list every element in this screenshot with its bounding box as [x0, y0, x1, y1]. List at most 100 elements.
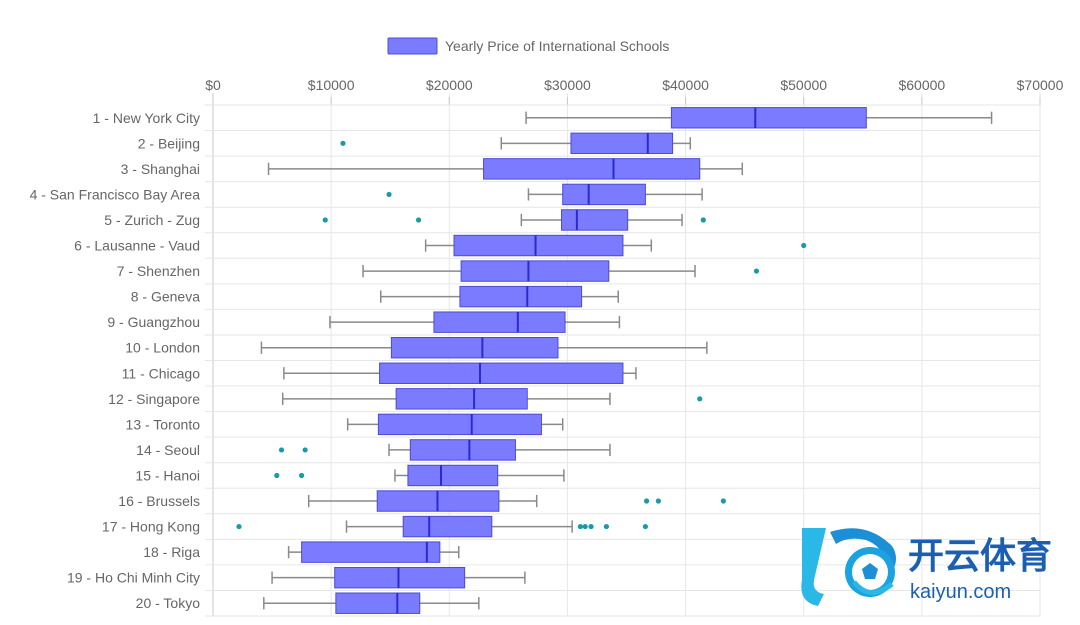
box-iqr[interactable] — [483, 158, 701, 180]
y-category-label: 1 - New York City — [93, 110, 200, 126]
y-category-label: 19 - Ho Chi Minh City — [67, 570, 200, 586]
box-item[interactable] — [271, 566, 526, 589]
box-item[interactable] — [236, 515, 649, 538]
box-item[interactable] — [307, 490, 726, 512]
box-iqr[interactable] — [377, 413, 542, 436]
box-iqr[interactable] — [402, 515, 493, 538]
box-iqr[interactable] — [561, 209, 629, 231]
k-soccer-ball-logo-icon — [801, 528, 896, 606]
box-item[interactable] — [322, 209, 706, 231]
outlier-point[interactable] — [386, 191, 392, 198]
x-tick-label: $10000 — [308, 77, 355, 93]
box-iqr[interactable] — [335, 592, 421, 614]
y-category-label: 17 - Hong Kong — [102, 519, 200, 535]
outlier-point[interactable] — [322, 217, 328, 223]
box-iqr[interactable] — [334, 566, 466, 589]
y-category-label: 3 - Shanghai — [121, 161, 200, 177]
x-tick-label: $30000 — [544, 77, 591, 93]
box-item[interactable] — [263, 592, 480, 614]
x-axis-ticks: $0 $10000 $20000 $30000 $40000 $50000 $60000 $7… — [205, 77, 1063, 93]
box-iqr[interactable] — [459, 285, 583, 308]
box-iqr[interactable] — [395, 388, 528, 410]
box-item[interactable] — [274, 464, 565, 487]
y-category-label: 11 - Chicago — [122, 365, 201, 381]
y-category-label: 4 - San Francisco Bay Area — [30, 186, 201, 202]
outlier-point[interactable] — [302, 447, 308, 453]
outlier-point[interactable] — [236, 523, 242, 530]
y-category-label: 5 - Zurich - Zug — [104, 212, 200, 228]
box-item[interactable] — [329, 311, 621, 333]
outlier-point[interactable] — [801, 242, 807, 249]
box-series — [236, 107, 993, 614]
box-item[interactable] — [278, 439, 611, 461]
watermark-brand-en: kaiyun.com — [910, 581, 1011, 603]
box-iqr[interactable] — [407, 464, 499, 487]
x-tick-label: $40000 — [662, 77, 709, 93]
outlier-point[interactable] — [299, 472, 305, 479]
outlier-point[interactable] — [753, 268, 760, 274]
box-iqr[interactable] — [433, 311, 566, 333]
outlier-point[interactable] — [278, 447, 285, 453]
y-category-label: 7 - Shenzhen — [117, 263, 200, 279]
x-tick-label: $70000 — [1017, 77, 1064, 93]
watermark-brand-cn: 开云体育 — [908, 535, 1052, 576]
y-category-label: 20 - Tokyo — [136, 595, 201, 611]
outlier-point[interactable] — [642, 523, 649, 530]
box-item[interactable] — [260, 337, 708, 359]
box-iqr[interactable] — [301, 541, 441, 563]
legend-label: Yearly Price of International Schools — [445, 38, 669, 54]
box-iqr[interactable] — [670, 107, 867, 129]
outlier-point[interactable] — [274, 472, 280, 479]
x-tick-label: $0 — [205, 77, 221, 93]
outlier-point[interactable] — [697, 396, 703, 402]
y-category-label: 18 - Riga — [143, 544, 200, 560]
outlier-point[interactable] — [577, 523, 584, 530]
x-tick-label: $50000 — [780, 77, 827, 93]
outlier-point[interactable] — [720, 498, 726, 504]
outlier-point[interactable] — [415, 217, 422, 223]
box-iqr[interactable] — [570, 132, 674, 155]
box-iqr[interactable] — [409, 439, 516, 461]
box-item[interactable] — [281, 388, 703, 410]
y-axis-labels: 1 - New York City 2 - Beijing 3 - Shanghai… — [30, 110, 201, 611]
outlier-point[interactable] — [588, 523, 594, 530]
box-iqr[interactable] — [390, 337, 559, 359]
box-item[interactable] — [346, 413, 564, 436]
box-iqr[interactable] — [379, 362, 624, 384]
y-category-label: 12 - Singapore — [108, 391, 200, 407]
y-category-label: 13 - Toronto — [126, 416, 201, 432]
box-iqr[interactable] — [453, 234, 624, 257]
y-category-label: 14 - Seoul — [136, 442, 200, 458]
box-item[interactable] — [362, 260, 760, 282]
legend-swatch — [387, 37, 438, 55]
outlier-point[interactable] — [643, 498, 650, 504]
grid-lines — [205, 93, 1041, 617]
box-item[interactable] — [287, 541, 460, 563]
x-tick-label: $20000 — [426, 77, 473, 93]
outlier-point[interactable] — [582, 523, 588, 530]
outlier-point[interactable] — [340, 140, 346, 146]
y-category-label: 10 - London — [125, 340, 200, 356]
box-item[interactable] — [525, 107, 993, 129]
box-item[interactable] — [340, 132, 692, 155]
outlier-point[interactable] — [603, 523, 610, 530]
box-item[interactable] — [424, 234, 807, 257]
box-item[interactable] — [267, 158, 744, 180]
outlier-point[interactable] — [700, 217, 706, 223]
legend[interactable]: Yearly Price of International Schools — [387, 37, 669, 55]
y-category-label: 6 - Lausanne - Vaud — [74, 238, 200, 254]
watermark-logo: 开云体育 kaiyun.com — [796, 518, 1076, 618]
y-category-label: 15 - Hanoi — [135, 467, 200, 483]
y-category-label: 2 - Beijing — [138, 135, 200, 151]
box-iqr[interactable] — [562, 183, 646, 206]
x-tick-label: $60000 — [898, 77, 945, 93]
outlier-point[interactable] — [655, 498, 661, 504]
box-item[interactable] — [380, 285, 619, 308]
box-item[interactable] — [386, 183, 703, 206]
box-iqr[interactable] — [460, 260, 610, 282]
box-item[interactable] — [283, 362, 637, 384]
y-category-label: 16 - Brussels — [118, 493, 200, 509]
y-category-label: 8 - Geneva — [131, 289, 200, 305]
